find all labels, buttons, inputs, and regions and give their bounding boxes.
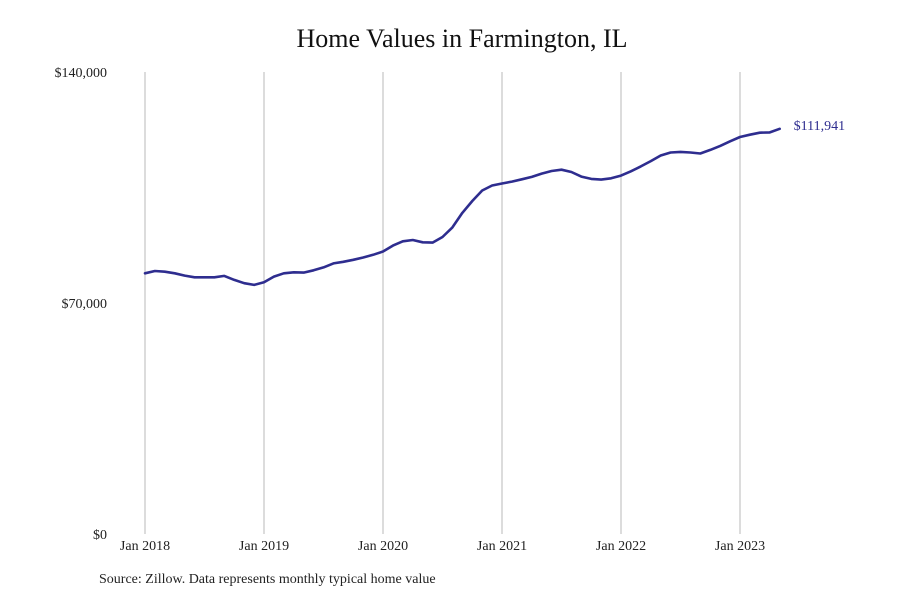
y-tick-label: $0 <box>93 528 107 543</box>
y-axis-tick-labels: $140,000 $70,000 $0 <box>55 66 108 543</box>
chart-source-note: Source: Zillow. Data represents monthly … <box>99 572 436 587</box>
x-tick-label: Jan 2018 <box>120 539 170 554</box>
x-tick-label: Jan 2023 <box>715 539 765 554</box>
end-value-label: $111,941 <box>794 119 845 134</box>
y-tick-label: $140,000 <box>55 66 108 81</box>
series-layer <box>143 127 782 287</box>
gridlines <box>144 72 741 534</box>
series-line <box>143 127 782 287</box>
chart-title: Home Values in Farmington, IL <box>296 24 628 53</box>
x-tick-label: Jan 2022 <box>596 539 646 554</box>
y-tick-label: $70,000 <box>62 297 108 312</box>
x-tick-label: Jan 2021 <box>477 539 527 554</box>
x-axis-tick-labels: Jan 2018 Jan 2019 Jan 2020 Jan 2021 Jan 2022… <box>120 539 765 554</box>
x-tick-label: Jan 2019 <box>239 539 289 554</box>
x-tick-label: Jan 2020 <box>358 539 408 554</box>
